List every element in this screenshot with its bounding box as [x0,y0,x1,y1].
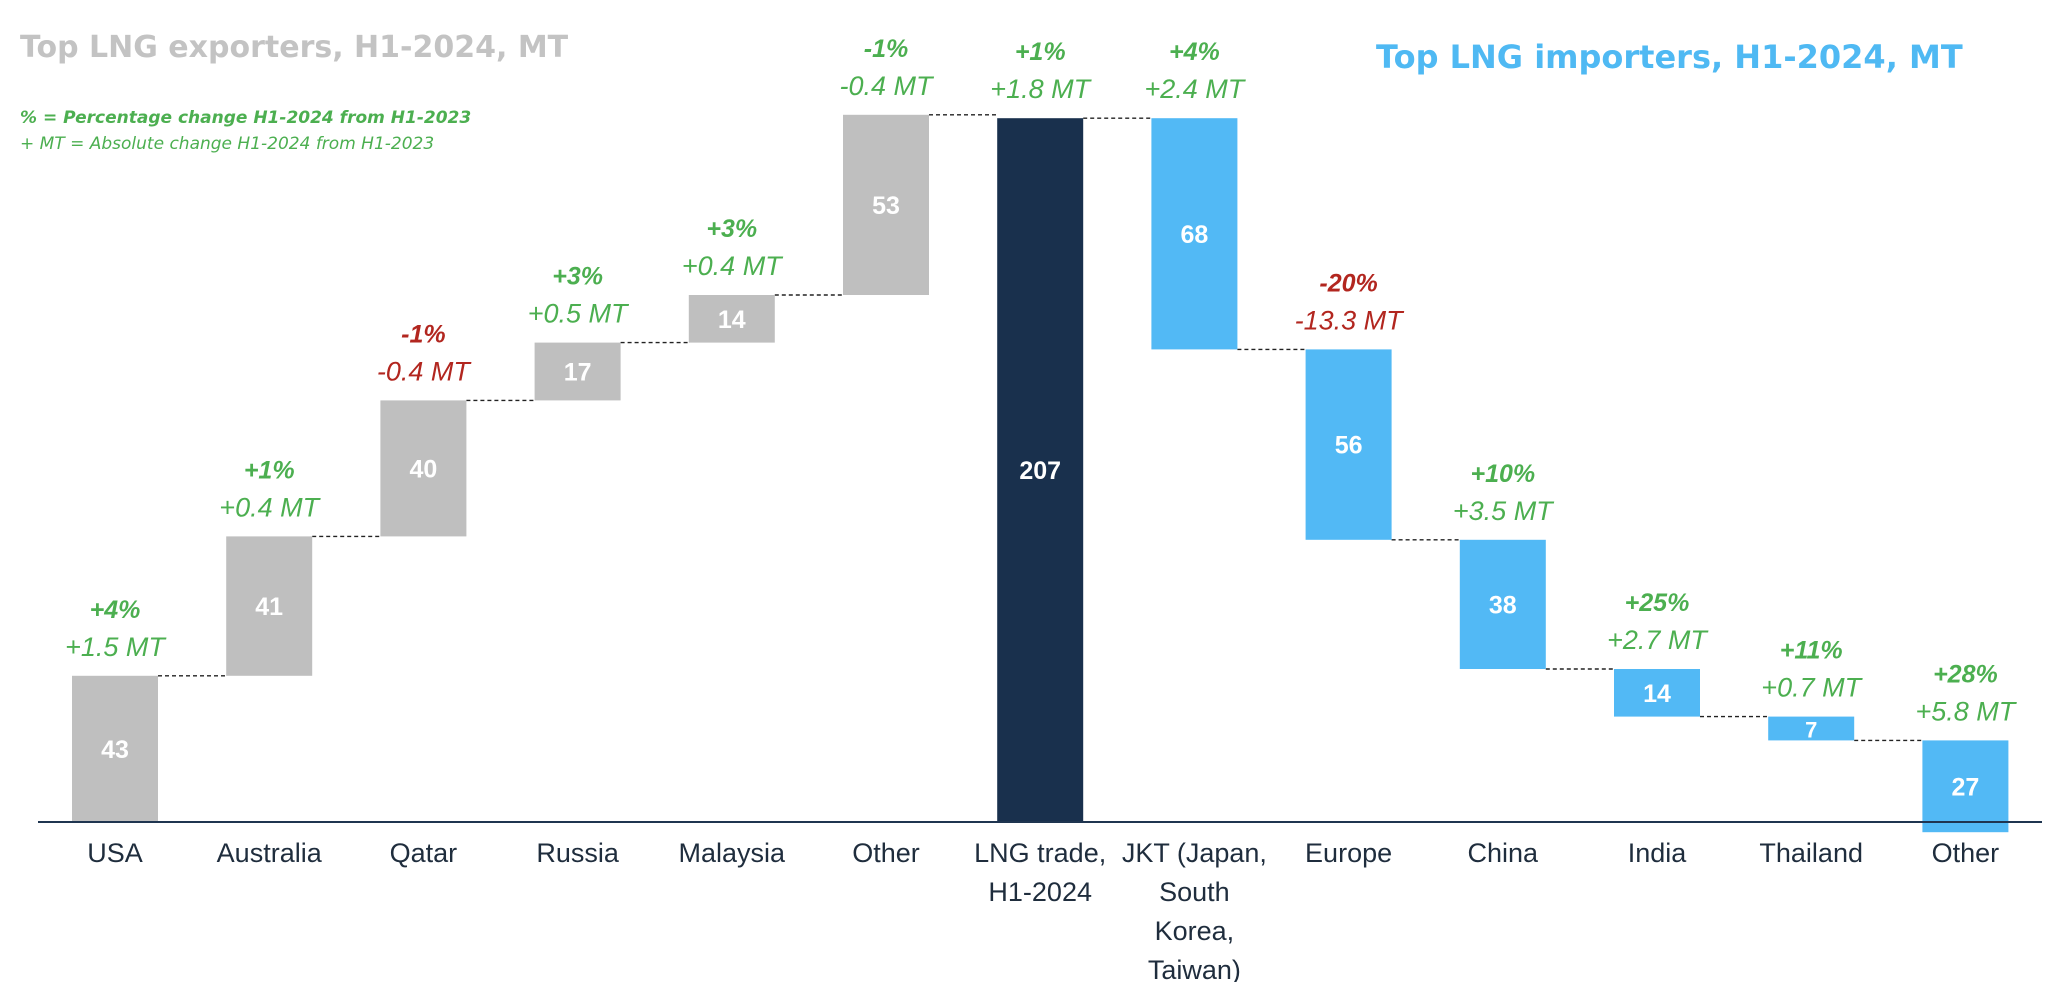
category-label-11: Thailand [1759,838,1863,868]
category-label-3: Russia [536,838,620,868]
bar-3 [534,342,621,401]
abs-change-label-2: -0.4 MT [377,356,473,386]
category-label-6: LNG trade, H1-2024 [974,838,1106,907]
bar-8 [1305,349,1392,540]
bar-6 [997,118,1084,822]
abs-change-label-9: +3.5 MT [1453,496,1555,526]
pct-change-label-1: +1% [244,456,295,484]
abs-change-label-1: +0.4 MT [219,492,321,522]
bar-7 [1151,118,1238,350]
value-label-3: 17 [564,359,592,387]
value-label-12: 27 [1951,773,1979,801]
abs-change-label-5: -0.4 MT [839,71,935,101]
abs-change-label-7: +2.4 MT [1145,74,1247,104]
pct-change-label-12: +28% [1933,660,1998,688]
connector-lines [158,114,1923,742]
pct-change-label-7: +4% [1169,38,1220,66]
exporters-title: Top LNG exporters, H1-2024, MT [20,30,569,65]
value-label-5: 53 [872,192,900,220]
pct-change-label-11: +11% [1780,637,1843,665]
category-label-8: Europe [1305,838,1392,868]
bar-1 [226,536,313,676]
value-label-8: 56 [1335,432,1363,460]
category-label-10: India [1628,838,1688,868]
category-label-7: JKT (Japan, South Korea, Taiwan) [1122,838,1267,982]
pct-change-label-4: +3% [706,215,757,243]
value-label-1: 41 [255,593,283,621]
abs-change-label-4: +0.4 MT [682,251,784,281]
bar-11 [1768,716,1855,741]
abs-change-label-3: +0.5 MT [528,299,630,329]
category-label-4: Malaysia [679,838,787,868]
category-label-12: Other [1932,838,2000,868]
bar-2 [380,400,467,537]
bar-10 [1614,669,1700,717]
bar-0 [72,675,158,822]
pct-change-label-6: +1% [1015,38,1066,66]
legend-percent-note: % = Percentage change H1-2024 from H1-20… [20,108,472,128]
value-label-7: 68 [1180,221,1208,249]
pct-change-label-5: -1% [864,35,908,63]
abs-change-label-11: +0.7 MT [1761,673,1863,703]
bars-group [72,114,2009,833]
value-label-0: 43 [101,736,129,764]
category-label-0: USA [87,838,143,868]
abs-change-label-0: +1.5 MT [65,632,167,662]
value-label-4: 14 [718,306,746,334]
bar-9 [1459,539,1546,669]
pct-change-label-3: +3% [552,263,603,291]
abs-change-label-12: +5.8 MT [1916,696,2018,726]
value-label-10: 14 [1643,680,1671,708]
category-label-5: Other [852,838,920,868]
value-label-2: 40 [409,455,437,483]
pct-change-label-10: +25% [1625,589,1690,617]
abs-change-label-10: +2.7 MT [1607,625,1709,655]
value-label-11: 7 [1805,718,1817,743]
pct-change-label-9: +10% [1470,460,1535,488]
value-label-9: 38 [1489,591,1517,619]
category-label-2: Qatar [390,838,458,868]
abs-change-label-8: -13.3 MT [1295,305,1406,335]
value-label-6: 207 [1019,457,1061,485]
importers-title: Top LNG importers, H1-2024, MT [1376,38,1963,76]
labels-group: 43 +4% +1.5 MT USA 41 +1% +0.4 MT Australia 40 -1… [65,35,2018,982]
bar-5 [843,114,929,295]
pct-change-label-2: -1% [401,320,445,348]
category-label-1: Australia [217,838,323,868]
bar-12 [1922,740,2009,833]
category-label-9: China [1468,838,1540,868]
pct-change-label-8: -20% [1319,269,1377,297]
legend-absolute-note: + MT = Absolute change H1-2024 from H1-2… [20,134,435,154]
abs-change-label-6: +1.8 MT [990,74,1092,104]
bar-4 [688,295,775,343]
pct-change-label-0: +4% [90,596,141,624]
